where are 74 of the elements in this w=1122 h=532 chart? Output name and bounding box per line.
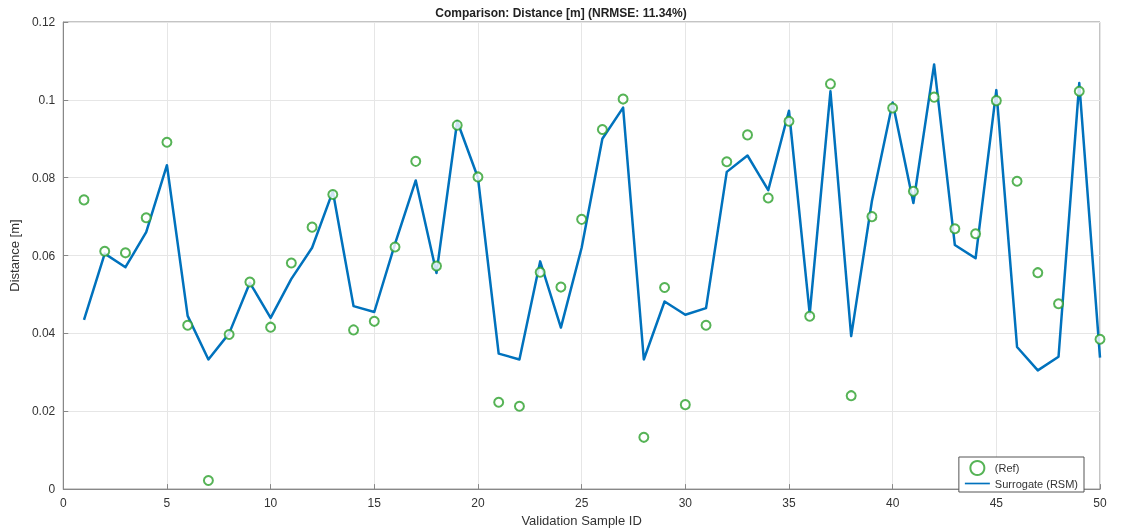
point [534,266,546,278]
point [866,211,878,223]
point [368,315,380,327]
x-tick-label: 35 [782,496,796,511]
point [824,78,836,90]
point [78,194,90,206]
y-tick-label: 0.12 [31,15,56,29]
point [928,91,940,103]
point [327,188,339,200]
point [202,475,214,487]
point [1073,85,1085,97]
point [265,321,277,333]
point [1053,298,1065,310]
legend-label: (Ref) [994,462,1020,474]
point [430,260,442,272]
x-tick-label: 10 [263,496,278,511]
point [845,390,857,402]
y-tick-label: 0.08 [31,170,56,185]
point [700,319,712,331]
legend-label: Surrogate (RSM) [994,477,1079,490]
y-axis-title: Distance [m] [7,219,22,292]
point [223,329,235,341]
point [348,324,360,336]
y-tick-label: 0 [48,482,56,497]
point [742,129,754,141]
point [472,171,484,183]
point [451,119,463,131]
point [513,400,525,412]
point [410,155,422,167]
point [493,396,505,408]
point [1032,267,1044,279]
point [306,221,318,233]
y-tick-label: 0.02 [31,404,56,419]
point [907,185,919,197]
point [555,281,567,293]
point [244,276,256,288]
x-tick-label: 20 [471,496,485,511]
x-tick-label: 30 [678,496,693,511]
y-tick-label: 0.1 [38,92,56,107]
y-tick-label: 0.04 [31,326,56,341]
point [285,257,297,269]
x-tick-label: 25 [574,496,589,511]
point [161,136,173,148]
point [617,93,629,105]
point [576,213,588,225]
point [638,431,650,443]
point [721,156,733,168]
x-tick-label: 40 [885,496,900,511]
x-tick-label: 50 [1093,496,1107,511]
point [783,115,795,127]
point [804,310,816,322]
point [99,245,111,257]
x-tick-label: 5 [163,496,171,511]
point [990,95,1002,107]
point [970,228,982,240]
point [182,319,194,331]
y-tick-label: 0.06 [31,248,56,263]
x-tick-label: 0 [59,496,67,511]
point [949,223,961,235]
point [659,281,671,293]
point [119,247,131,259]
x-tick-label: 15 [367,496,382,511]
point [389,241,401,253]
chart-title: Comparison: Distance [m] (NRMSE: 11.34%) [435,6,687,20]
x-tick-label: 45 [989,496,1004,511]
point [679,399,691,411]
point [596,123,608,135]
point [140,212,152,224]
point [1011,175,1023,187]
point [762,192,774,204]
line-series [82,63,1102,372]
x-axis-title: Validation Sample ID [521,513,642,528]
point [1094,333,1106,345]
point [887,102,899,114]
